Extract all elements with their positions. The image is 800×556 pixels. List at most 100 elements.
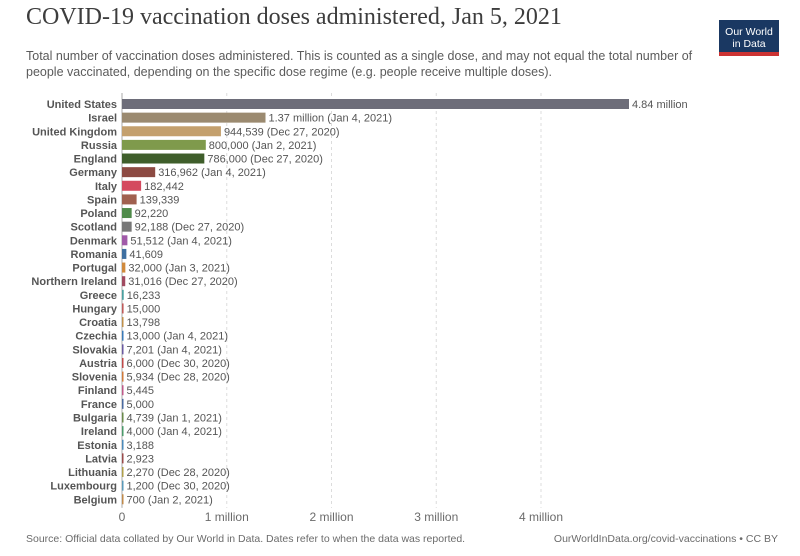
x-tick-label: 3 million	[414, 510, 458, 524]
bar	[122, 221, 132, 232]
value-label: 41,609	[129, 249, 163, 261]
bar-row: Luxembourg 1,200 (Dec 30, 2020)	[50, 480, 230, 493]
bar	[122, 453, 124, 464]
value-label: 2,270 (Dec 28, 2020)	[127, 467, 230, 479]
category-label: Belgium	[74, 494, 118, 506]
category-label: Romania	[71, 249, 118, 261]
value-label: 5,000	[127, 399, 155, 411]
category-label: Bulgaria	[73, 412, 118, 424]
bar-row: Czechia 13,000 (Jan 4, 2021)	[75, 330, 229, 343]
bar	[122, 317, 124, 328]
bar-row: United States 4.84 million	[47, 99, 688, 111]
category-label: United Kingdom	[32, 126, 117, 138]
x-tick-label: 0	[119, 510, 126, 524]
bar	[122, 303, 124, 314]
category-label: Slovakia	[72, 344, 118, 356]
bar	[122, 467, 124, 478]
bar-row: Denmark 51,512 (Jan 4, 2021)	[70, 235, 232, 247]
bar-row: Croatia 13,798	[79, 317, 160, 329]
bar-row: Finland 5,445	[78, 385, 154, 397]
value-label: 182,442	[144, 181, 184, 193]
bar	[122, 480, 124, 491]
logo-line-1: Our World	[725, 26, 773, 38]
value-label: 3,188	[127, 440, 155, 452]
bar-row: Italy 182,442	[95, 180, 184, 193]
category-label: Poland	[80, 208, 117, 220]
chart-subtitle: Total number of vaccination doses admini…	[26, 49, 693, 79]
bar-row: Germany 316,962 (Jan 4, 2021)	[69, 167, 266, 179]
bar-row: Belgium 700 (Jan 2, 2021)	[74, 494, 213, 506]
bar	[122, 126, 221, 137]
value-label: 786,000 (Dec 27, 2020)	[207, 154, 323, 166]
bar-row: Scotland 92,188 (Dec 27, 2020)	[71, 221, 244, 234]
bar-row: United Kingdom 944,539 (Dec 27, 2020)	[32, 126, 339, 138]
value-label: 1,200 (Dec 30, 2020)	[127, 481, 230, 493]
bar-row: Spain 139,339	[87, 194, 179, 206]
category-label: Spain	[87, 194, 117, 206]
bar-row: Austria 6,000 (Dec 30, 2020)	[79, 357, 230, 370]
value-label: 13,798	[127, 317, 161, 329]
x-tick-label: 1 million	[205, 510, 249, 524]
value-label: 13,000 (Jan 4, 2021)	[127, 331, 229, 343]
category-label: Hungary	[72, 303, 118, 315]
category-label: Latvia	[85, 453, 118, 465]
value-label: 944,539 (Dec 27, 2020)	[224, 126, 340, 138]
category-label: Greece	[80, 290, 117, 302]
value-label: 31,016 (Dec 27, 2020)	[128, 276, 237, 288]
bar	[122, 180, 142, 191]
bar	[122, 153, 205, 164]
value-label: 92,188 (Dec 27, 2020)	[135, 222, 244, 234]
bar	[122, 412, 124, 423]
category-label: Northern Ireland	[31, 276, 117, 288]
category-label: Slovenia	[72, 372, 118, 384]
bar	[122, 276, 126, 287]
category-label: Russia	[81, 140, 118, 152]
value-label: 51,512 (Jan 4, 2021)	[130, 235, 232, 247]
bar-row: Russia 800,000 (Jan 2, 2021)	[81, 139, 317, 152]
value-label: 5,445	[127, 385, 155, 397]
bar-row: Israel 1.37 million (Jan 4, 2021)	[88, 112, 393, 125]
bar	[122, 167, 156, 178]
bar	[122, 426, 124, 437]
bar-row: Poland 92,220	[80, 208, 168, 220]
value-label: 15,000	[127, 303, 161, 315]
bar	[122, 235, 128, 246]
bar-row: Romania 41,609	[71, 248, 163, 261]
category-label: United States	[47, 99, 117, 111]
value-label: 139,339	[140, 194, 180, 206]
category-label: Scotland	[71, 222, 117, 234]
value-label: 700 (Jan 2, 2021)	[127, 494, 213, 506]
bar	[122, 289, 124, 300]
owid-logo[interactable]: Our World in Data	[719, 20, 779, 56]
value-label: 1.37 million (Jan 4, 2021)	[269, 113, 393, 125]
credit-link[interactable]: OurWorldInData.org/covid-vaccinations • …	[553, 533, 778, 545]
value-label: 4,000 (Jan 4, 2021)	[127, 426, 222, 438]
bar-row: Estonia 3,188	[77, 439, 155, 452]
value-label: 16,233	[127, 290, 161, 302]
category-label: France	[81, 399, 117, 411]
bar-row: Slovenia 5,934 (Dec 28, 2020)	[72, 371, 230, 384]
bar-row: France 5,000	[81, 398, 155, 411]
category-label: Croatia	[79, 317, 118, 329]
value-label: 800,000 (Jan 2, 2021)	[209, 140, 317, 152]
x-tick-label: 2 million	[309, 510, 353, 524]
bar	[122, 208, 132, 219]
bar-row: Greece 16,233	[80, 289, 161, 302]
bar	[122, 371, 124, 382]
bar-row: Ireland 4,000 (Jan 4, 2021)	[81, 426, 222, 438]
value-label: 4.84 million	[632, 99, 688, 111]
bar-chart: 0 1 million 2 million 3 million 4 million Uni…	[31, 93, 688, 524]
bar	[122, 385, 124, 396]
bar	[122, 112, 266, 123]
bar	[122, 139, 206, 150]
value-label: 32,000 (Jan 3, 2021)	[128, 263, 230, 275]
bar	[122, 398, 124, 409]
bar-row: Slovakia 7,201 (Jan 4, 2021)	[72, 344, 222, 356]
category-label: Luxembourg	[50, 481, 117, 493]
bar-row: Latvia 2,923	[85, 453, 154, 465]
category-label: Germany	[69, 167, 118, 179]
value-label: 6,000 (Dec 30, 2020)	[127, 358, 230, 370]
category-label: Portugal	[72, 263, 117, 275]
bar-row: Bulgaria 4,739 (Jan 1, 2021)	[73, 412, 222, 424]
value-label: 2,923	[127, 453, 155, 465]
